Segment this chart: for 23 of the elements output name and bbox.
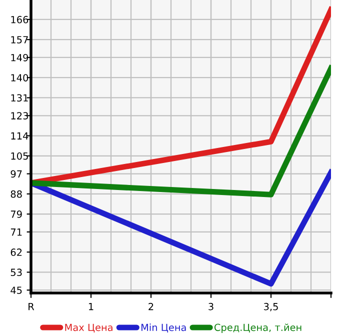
y-tick-label: 45 (10, 286, 22, 294)
y-tick-label: 114 (11, 132, 28, 140)
x-tick-label: 3 (208, 302, 214, 310)
y-tick-label: 131 (11, 94, 28, 102)
y-tick-label: 105 (11, 152, 28, 160)
y-tick-label: 157 (11, 36, 28, 44)
y-tick-label: 149 (11, 54, 28, 62)
y-tick-label: 88 (10, 190, 22, 198)
x-tick-label: 2 (148, 302, 154, 310)
y-tick-label: 62 (10, 248, 22, 256)
y-tick-label: 140 (11, 74, 28, 82)
x-tick-label: R (28, 303, 34, 310)
x-tick-label: 1 (88, 303, 94, 310)
y-tick-label: 97 (10, 170, 22, 178)
legend-label: Сред.Цена, т.йен (214, 324, 302, 333)
y-tick-label: 71 (10, 228, 22, 236)
x-tick-label: 3,5 (264, 302, 278, 312)
y-tick-label: 166 (11, 16, 28, 24)
legend-label: Min Цена (141, 324, 186, 332)
y-tick-label: 123 (11, 112, 28, 120)
y-tick-label: 79 (10, 210, 22, 218)
y-tick-label: 53 (10, 268, 22, 276)
legend-label: Max Цена (65, 324, 112, 332)
